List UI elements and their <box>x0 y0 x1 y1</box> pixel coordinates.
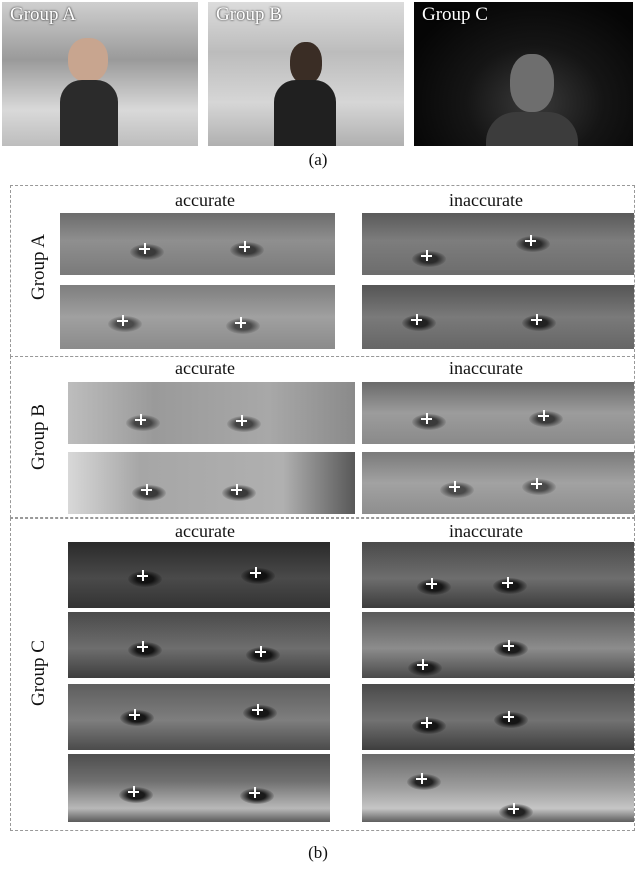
scene-photo-group-c: Group C <box>414 2 633 146</box>
eye-crop-image <box>362 612 634 678</box>
col-inaccurate-c: inaccurate <box>449 521 523 541</box>
scene-photo-group-a: Group A <box>2 2 198 146</box>
eye-region <box>493 578 527 594</box>
gaze-marker-cross-icon <box>129 709 140 720</box>
col-accurate-b: accurate <box>175 358 235 378</box>
eye-region <box>128 642 162 658</box>
eye-region <box>408 660 442 676</box>
eye-region <box>407 774 441 790</box>
col-inaccurate-a: inaccurate <box>449 190 523 210</box>
eye-region <box>246 647 280 663</box>
eye-crop-image <box>362 542 634 608</box>
eye-region <box>227 416 261 432</box>
caption-a: (a) <box>308 150 328 169</box>
eye-region <box>243 705 277 721</box>
eye-region <box>120 710 154 726</box>
gaze-marker-cross-icon <box>531 478 542 489</box>
gaze-marker-cross-icon <box>411 314 422 325</box>
gaze-marker-cross-icon <box>417 659 428 670</box>
eye-crop-image <box>362 382 634 444</box>
gaze-marker-cross-icon <box>252 704 263 715</box>
eye-crop-image <box>68 754 330 822</box>
eye-region <box>230 242 264 258</box>
gaze-marker-cross-icon <box>231 484 242 495</box>
eye-region <box>119 787 153 803</box>
gaze-marker-cross-icon <box>503 640 514 651</box>
eye-region <box>412 414 446 430</box>
gaze-marker-cross-icon <box>449 481 460 492</box>
eye-crop-image <box>362 285 634 349</box>
eye-region <box>226 318 260 334</box>
eye-crop-image <box>68 542 330 608</box>
group-a-label: Group A <box>28 234 49 300</box>
eye-region <box>241 568 275 584</box>
eye-region <box>222 485 256 501</box>
gaze-marker-cross-icon <box>137 641 148 652</box>
eye-region <box>516 236 550 252</box>
col-accurate-a: accurate <box>175 190 235 210</box>
gaze-marker-cross-icon <box>137 570 148 581</box>
scene-label: Group C <box>422 4 488 25</box>
eye-region <box>417 579 451 595</box>
gaze-marker-cross-icon <box>538 410 549 421</box>
eye-region <box>440 482 474 498</box>
gaze-marker-cross-icon <box>255 646 266 657</box>
gaze-marker-cross-icon <box>117 315 128 326</box>
eye-crop-image <box>362 684 634 750</box>
gaze-marker-cross-icon <box>426 578 437 589</box>
gaze-marker-cross-icon <box>502 577 513 588</box>
eye-region <box>412 718 446 734</box>
gaze-marker-cross-icon <box>250 567 261 578</box>
eye-crop-image <box>68 452 355 514</box>
scene-photo-group-b: Group B <box>208 2 404 146</box>
eye-region <box>412 251 446 267</box>
eye-region <box>499 804 533 820</box>
col-accurate-c: accurate <box>175 521 235 541</box>
eye-region <box>126 415 160 431</box>
gaze-marker-cross-icon <box>135 414 146 425</box>
eye-crop-image <box>68 612 330 678</box>
caption-b: (b) <box>308 843 328 862</box>
gaze-marker-cross-icon <box>249 787 260 798</box>
gaze-marker-cross-icon <box>531 314 542 325</box>
gaze-marker-cross-icon <box>141 484 152 495</box>
gaze-marker-cross-icon <box>525 235 536 246</box>
eye-region <box>108 316 142 332</box>
eye-region <box>529 411 563 427</box>
eye-crop-image <box>362 754 634 822</box>
eye-crop-image <box>60 213 335 275</box>
group-c-label: Group C <box>28 640 49 706</box>
gaze-marker-cross-icon <box>239 241 250 252</box>
eye-crop-image <box>362 213 634 275</box>
gaze-marker-cross-icon <box>421 717 432 728</box>
eye-crop-image <box>362 452 634 514</box>
scene-label: Group A <box>10 4 76 25</box>
eye-region <box>130 244 164 260</box>
group-b-label: Group B <box>28 404 49 470</box>
eye-region <box>240 788 274 804</box>
eye-region <box>494 712 528 728</box>
eye-region <box>522 315 556 331</box>
eye-crop-image <box>68 382 355 444</box>
gaze-marker-cross-icon <box>236 415 247 426</box>
gaze-marker-cross-icon <box>139 243 150 254</box>
gaze-marker-cross-icon <box>421 413 432 424</box>
eye-region <box>402 315 436 331</box>
eye-region <box>128 571 162 587</box>
gaze-marker-cross-icon <box>235 317 246 328</box>
gaze-marker-cross-icon <box>416 773 427 784</box>
eye-crop-image <box>60 285 335 349</box>
col-inaccurate-b: inaccurate <box>449 358 523 378</box>
eye-crop-image <box>68 684 330 750</box>
eye-region <box>132 485 166 501</box>
eye-region <box>522 479 556 495</box>
gaze-marker-cross-icon <box>503 711 514 722</box>
gaze-marker-cross-icon <box>508 803 519 814</box>
scene-label: Group B <box>216 4 282 25</box>
gaze-marker-cross-icon <box>421 250 432 261</box>
gaze-marker-cross-icon <box>128 786 139 797</box>
eye-region <box>494 641 528 657</box>
